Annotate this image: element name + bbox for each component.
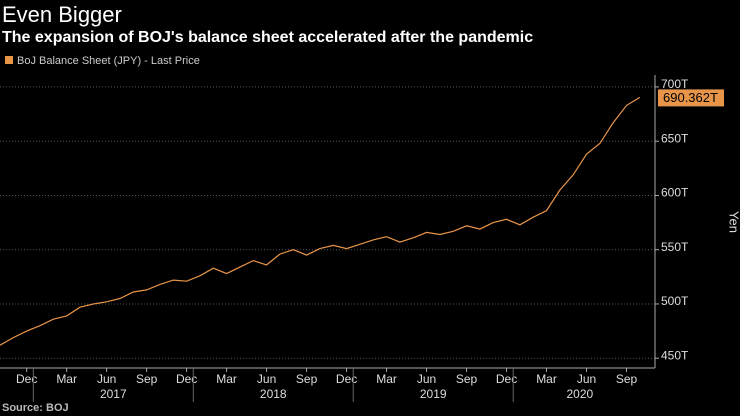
x-tick-label: Dec (496, 372, 517, 386)
x-tick-label: Mar (536, 372, 557, 386)
x-tick-label: Mar (216, 372, 237, 386)
chart-title: Even Bigger (2, 2, 122, 27)
y-axis-label: Yen (727, 211, 740, 233)
year-label: 2019 (420, 387, 447, 401)
x-tick-label: Dec (176, 372, 197, 386)
year-label: 2020 (567, 387, 594, 401)
source: Source: BOJ (2, 402, 69, 414)
legend-swatch (5, 56, 13, 64)
y-tick-label: 500T (661, 294, 689, 308)
y-tick-label: 700T (661, 77, 689, 91)
year-label: 2017 (100, 387, 127, 401)
last-price-label: 690.362T (663, 90, 718, 105)
x-tick-label: Mar (56, 372, 77, 386)
x-tick-label: Dec (336, 372, 357, 386)
legend-label: BoJ Balance Sheet (JPY) - Last Price (17, 55, 200, 67)
y-tick-label: 650T (661, 131, 689, 145)
x-tick-label: Jun (257, 372, 276, 386)
x-tick-label: Jun (417, 372, 436, 386)
chart-subtitle: The expansion of BOJ's balance sheet acc… (2, 29, 533, 46)
x-tick-label: Sep (456, 372, 478, 386)
x-tick-label: Jun (577, 372, 596, 386)
x-tick-label: Mar (376, 372, 397, 386)
x-tick-label: Sep (616, 372, 638, 386)
year-label: 2018 (260, 387, 287, 401)
y-tick-label: 550T (661, 240, 689, 254)
x-tick-label: Jun (97, 372, 116, 386)
last-price-box (658, 89, 724, 107)
x-tick-label: Sep (296, 372, 318, 386)
line (0, 96, 641, 346)
x-tick-label: Dec (16, 372, 37, 386)
y-tick-label: 450T (661, 348, 689, 362)
x-tick-label: Sep (136, 372, 158, 386)
y-tick-label: 600T (661, 186, 689, 200)
